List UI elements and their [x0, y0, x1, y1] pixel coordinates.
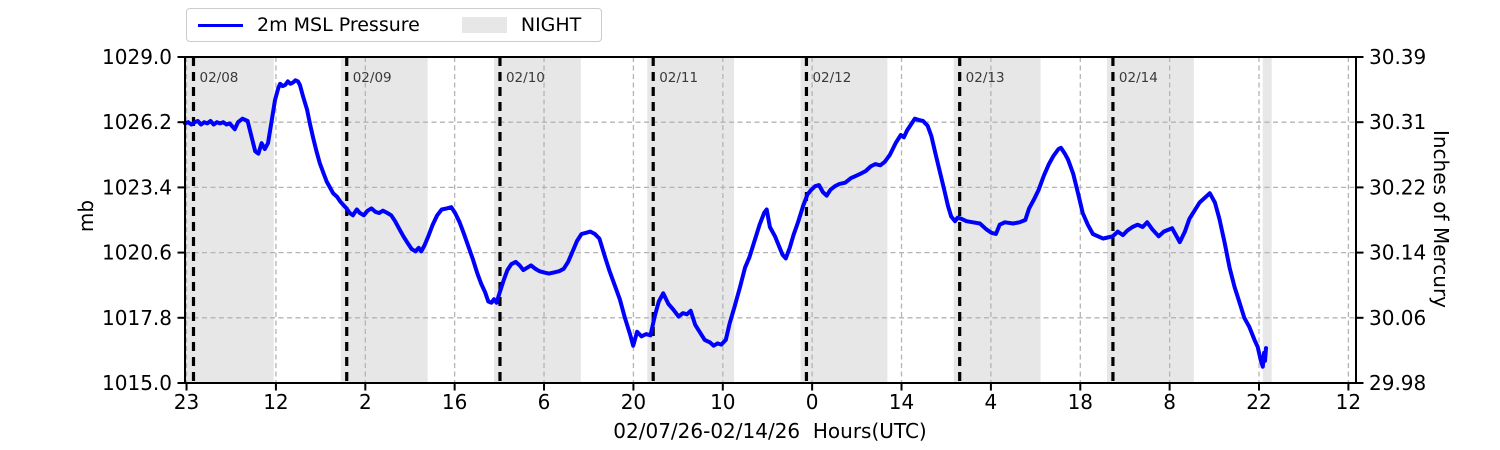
y-tick-label-left: 1017.8: [102, 306, 172, 330]
night-span: [494, 57, 581, 383]
day-label: 02/10: [506, 70, 545, 86]
y-tick-label-right: 30.39: [1369, 45, 1426, 69]
day-label: 02/12: [812, 70, 851, 86]
legend: 2m MSL Pressure NIGHT: [186, 8, 603, 42]
day-label: 02/11: [659, 70, 698, 86]
x-tick-label: 20: [621, 390, 646, 414]
x-tick-label: 10: [710, 390, 735, 414]
night-span: [185, 57, 274, 383]
x-tick-label: 23: [174, 390, 199, 414]
y-tick-label-right: 30.14: [1369, 241, 1426, 265]
y-axis-label-right: Inches of Mercury: [1429, 129, 1453, 309]
y-tick-label-left: 1020.6: [102, 241, 172, 265]
legend-label-night: NIGHT: [520, 13, 582, 36]
axes-box: [184, 56, 1357, 384]
x-tick-label: 0: [806, 390, 819, 414]
y-tick-label-left: 1029.0: [102, 45, 172, 69]
night-span: [1262, 57, 1272, 383]
x-tick-label: 12: [1336, 390, 1361, 414]
day-label: 02/08: [199, 70, 238, 86]
x-tick-label: 18: [1068, 390, 1093, 414]
x-tick-label: 2: [359, 390, 372, 414]
x-tick-label: 12: [263, 390, 288, 414]
y-tick-label-left: 1023.4: [102, 175, 172, 199]
x-tick-label: 8: [1163, 390, 1176, 414]
day-label: 02/13: [966, 70, 1005, 86]
night-span: [1106, 57, 1194, 383]
legend-label-pressure: 2m MSL Pressure: [257, 13, 420, 36]
x-tick-label: 16: [442, 390, 467, 414]
y-tick-label-left: 1026.2: [102, 110, 172, 134]
legend-item-night: NIGHT: [461, 13, 582, 36]
y-tick-label-left: 1015.0: [102, 371, 172, 395]
night-patch-swatch: [461, 17, 507, 33]
y-tick-label-right: 30.31: [1369, 110, 1426, 134]
night-span: [647, 57, 735, 383]
legend-item-pressure: 2m MSL Pressure: [198, 13, 420, 36]
day-label: 02/09: [353, 70, 392, 86]
pressure-line: [183, 78, 1268, 369]
day-label: 02/14: [1119, 70, 1158, 86]
x-tick-label: 22: [1246, 390, 1271, 414]
y-tick-label-right: 29.98: [1369, 371, 1426, 395]
x-axis-label: 02/07/26-02/14/26 Hours(UTC): [613, 419, 927, 443]
x-tick-label: 6: [538, 390, 551, 414]
x-tick-label: 14: [889, 390, 914, 414]
night-span: [800, 57, 888, 383]
y-tick-label-right: 30.06: [1369, 306, 1426, 330]
pressure-line-swatch: [198, 23, 243, 27]
night-span: [340, 57, 428, 383]
y-axis-label-left: mb: [74, 199, 98, 233]
y-tick-label-right: 30.22: [1369, 175, 1426, 199]
x-tick-label: 4: [985, 390, 998, 414]
